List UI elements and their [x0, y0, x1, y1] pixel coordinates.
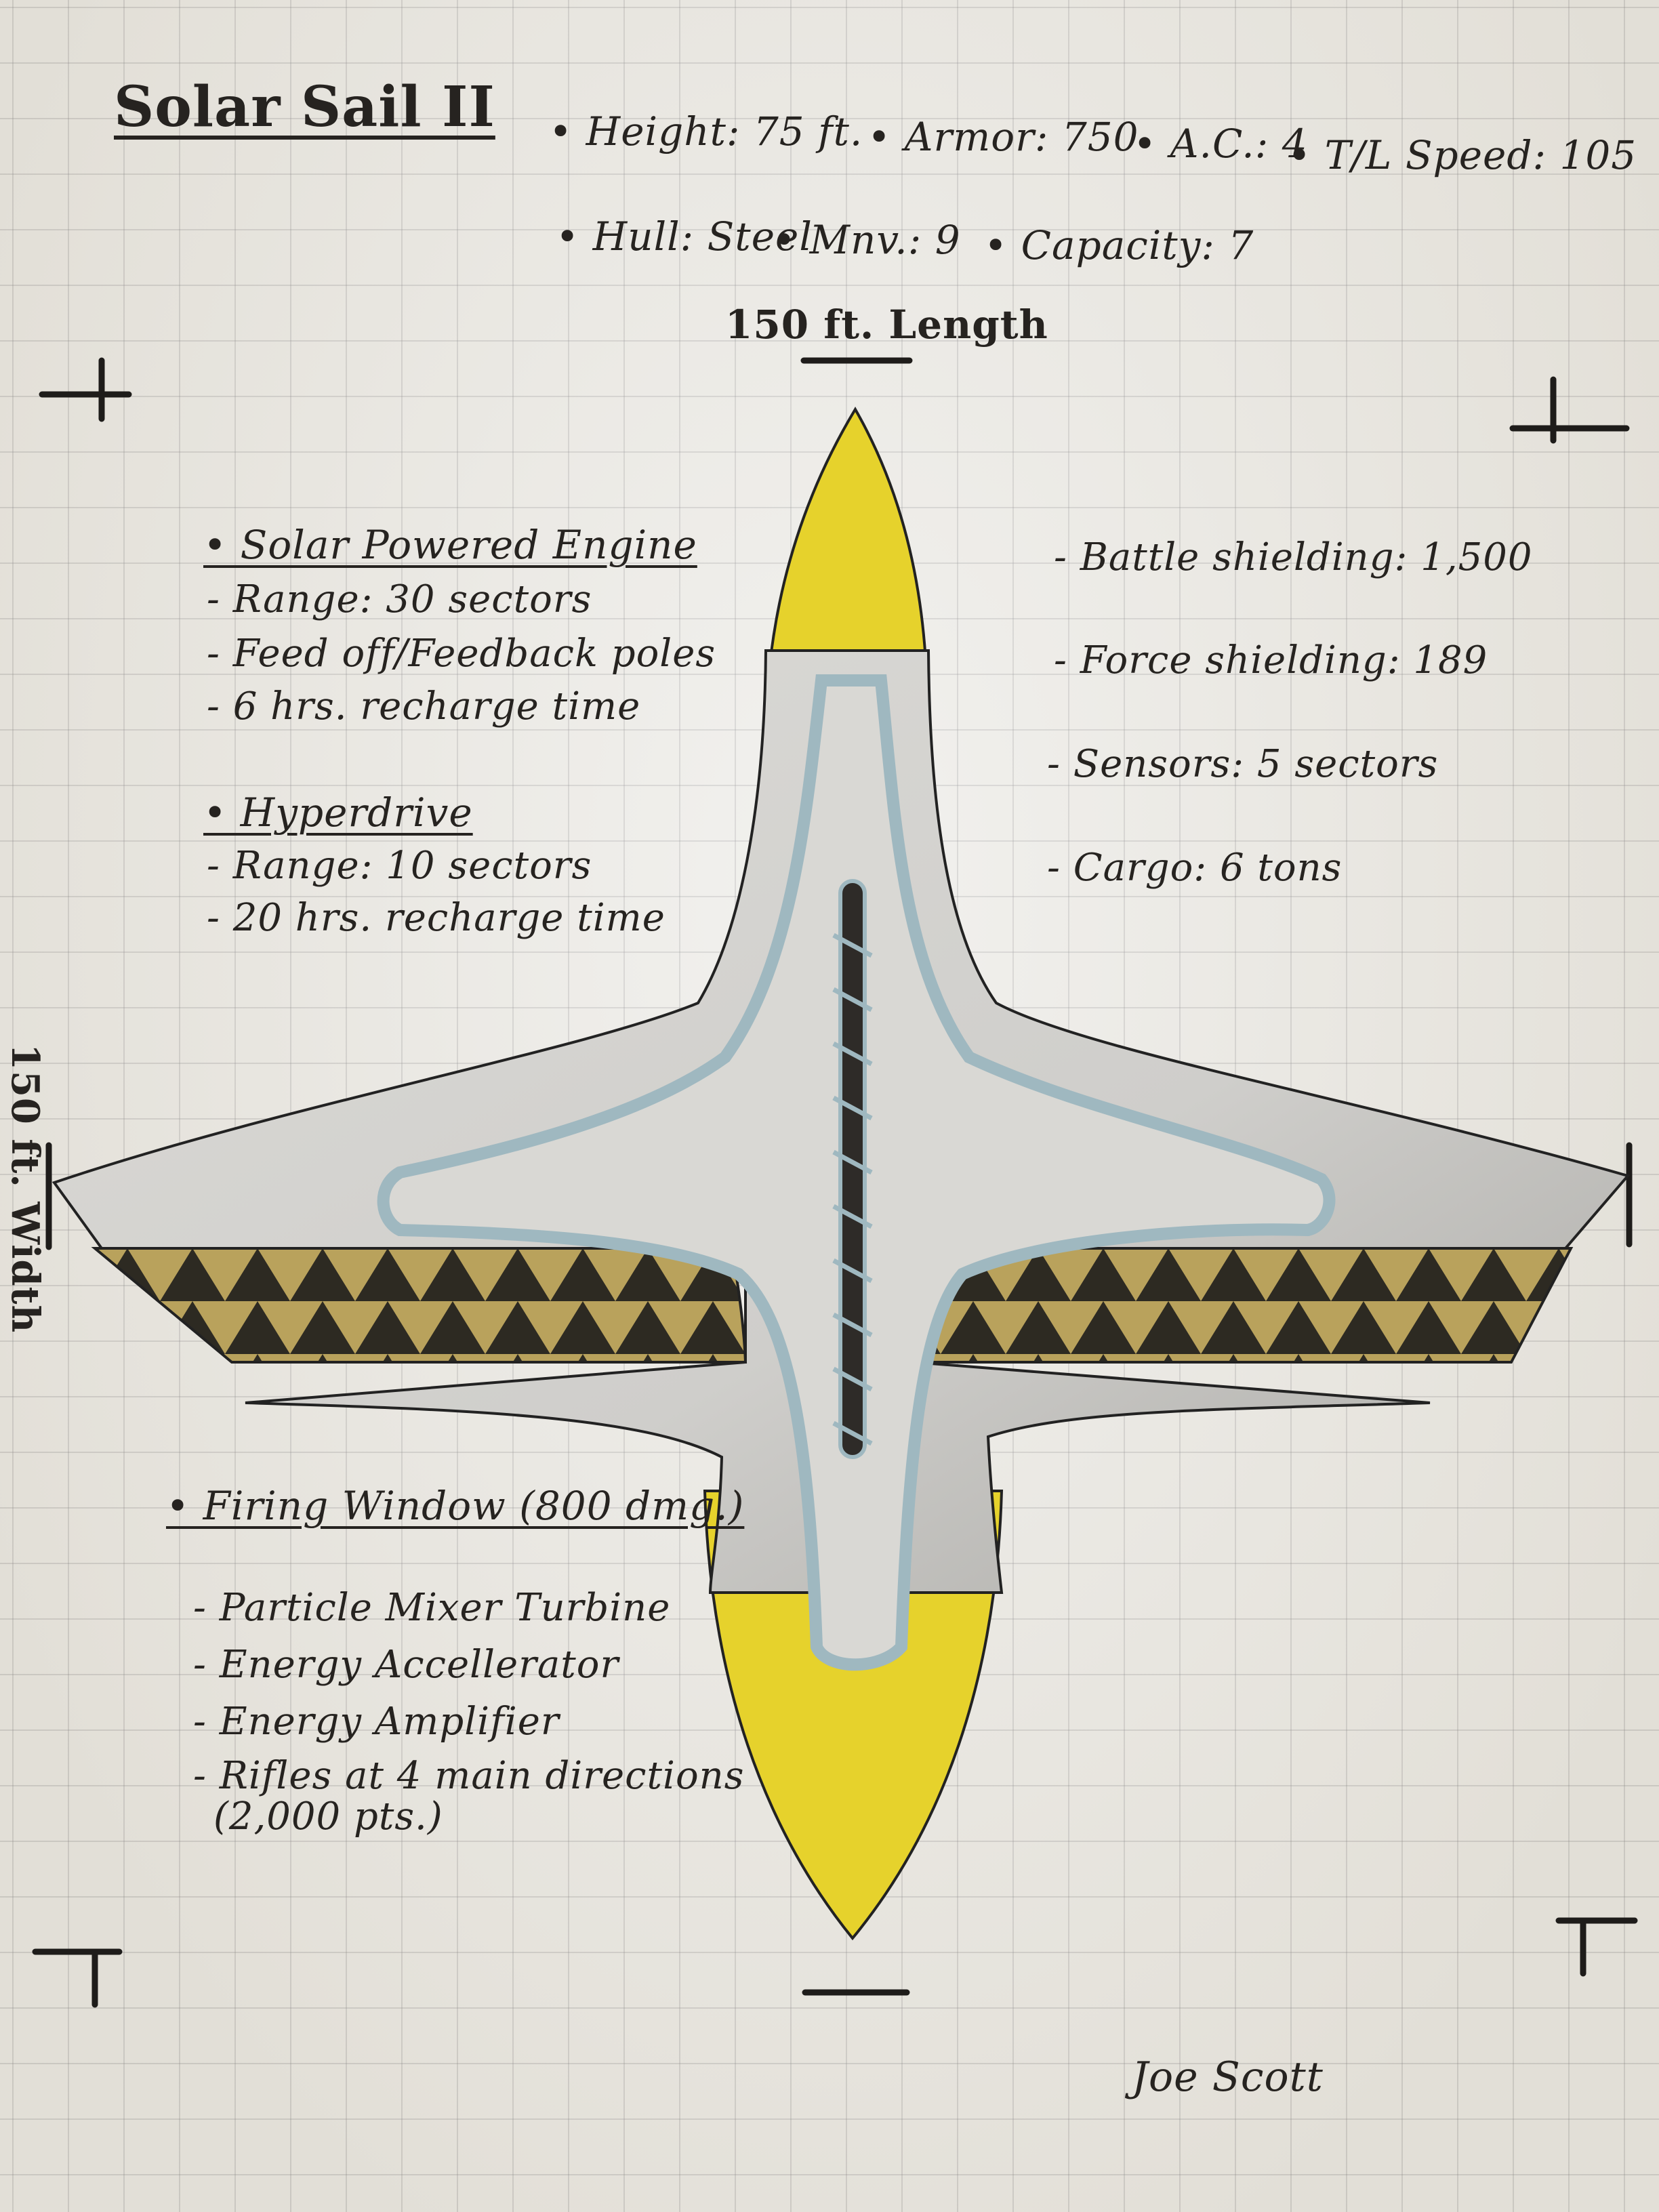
- spine-coil: [832, 933, 873, 1446]
- left-wing-band: [91, 1247, 747, 1364]
- stat-mnv: • Mnv.: 9: [773, 217, 961, 263]
- engine-item: - 6 hrs. recharge time: [207, 684, 641, 729]
- stat-ac: • A.C.: 4: [1133, 121, 1308, 167]
- hyperdrive-item: - 20 hrs. recharge time: [207, 896, 665, 940]
- weapons-heading: • Firing Window (800 dmg.): [166, 1483, 745, 1529]
- battle-shielding: - Battle shielding: 1,500: [1054, 535, 1533, 579]
- right-wing-band: [912, 1247, 1574, 1364]
- stat-height: • Height: 75 ft.: [549, 108, 863, 155]
- engine-item: - Range: 30 sectors: [207, 577, 592, 621]
- hyperdrive-item: - Range: 10 sectors: [207, 844, 592, 888]
- weapon-item: - Particle Mixer Turbine: [193, 1586, 671, 1630]
- stat-armor: • Armor: 750: [867, 114, 1139, 160]
- length-label: 150 ft. Length: [725, 302, 1048, 348]
- hyperdrive-heading: • Hyperdrive: [203, 790, 473, 836]
- stat-speed: • T/L Speed: 105: [1288, 132, 1637, 178]
- weapon-item: (2,000 pts.): [213, 1795, 443, 1839]
- corner-marks: [32, 357, 1638, 2008]
- weapon-item: - Energy Accellerator: [193, 1643, 619, 1687]
- force-shielding: - Force shielding: 189: [1054, 638, 1488, 682]
- signature: Joe Scott: [1132, 2053, 1324, 2101]
- weapon-item: - Rifles at 4 main directions: [193, 1754, 745, 1798]
- stat-hull: • Hull: Steel: [556, 213, 813, 260]
- page-title: Solar Sail II: [114, 75, 495, 140]
- stat-capacity: • Capacity: 7: [984, 222, 1254, 268]
- engine-item: - Feed off/Feedback poles: [207, 632, 716, 676]
- weapon-item: - Energy Amplifier: [193, 1700, 560, 1744]
- cargo: - Cargo: 6 tons: [1047, 846, 1343, 890]
- ship-tail: [703, 1490, 1004, 1941]
- sensors: - Sensors: 5 sectors: [1047, 742, 1439, 786]
- engine-heading: • Solar Powered Engine: [203, 522, 697, 568]
